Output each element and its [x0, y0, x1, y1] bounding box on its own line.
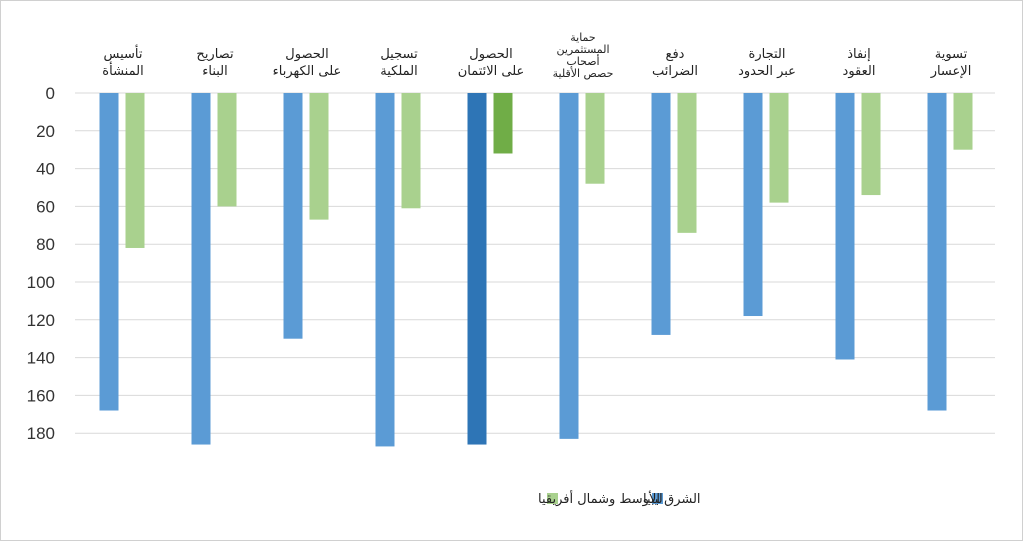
y-tick-label: 160: [27, 386, 55, 405]
bar-libya: [651, 93, 671, 335]
category-label: حصص الأقلية: [553, 66, 614, 80]
y-axis-tick-labels: 0 20 40 60 80 100 120 140 160 180: [27, 84, 55, 443]
bar-mena: [125, 93, 145, 248]
category-label: على الائتمان: [458, 64, 525, 79]
category-label: المنشأة: [102, 61, 143, 79]
category-label: المستثمرين: [556, 43, 609, 56]
category-label: حماية: [570, 31, 595, 44]
category-label: البناء: [202, 64, 228, 79]
bar-mena: [677, 93, 697, 233]
legend-swatch-libya: [652, 493, 663, 504]
y-tick-label: 80: [36, 235, 55, 254]
legend-label-mena: الشرق الأوسط وشمال أفريقيا: [538, 490, 701, 507]
bar-libya: [99, 93, 119, 411]
category-label: أصحاب: [566, 54, 599, 68]
bar-mena: [493, 93, 513, 154]
legend-label-libya: ليبيا: [643, 492, 663, 507]
bar-libya: [375, 93, 395, 447]
bar-libya: [467, 93, 487, 445]
y-tick-label: 60: [36, 197, 55, 216]
category-label: الملكية: [380, 64, 417, 79]
category-label: الحصول: [469, 47, 512, 62]
category-label: العقود: [843, 64, 876, 79]
category-label: التجارة: [749, 47, 786, 62]
category-label: على الكهرباء: [273, 64, 342, 79]
category-label: إنفاذ: [847, 47, 871, 62]
bar-libya: [191, 93, 211, 445]
bar-mena: [309, 93, 329, 220]
category-label: تصاريح: [196, 47, 234, 62]
gridlines: [75, 92, 995, 434]
bar-libya: [835, 93, 855, 360]
bar-libya: [927, 93, 947, 411]
category-label: تسجيل: [380, 47, 418, 62]
y-tick-label: 20: [36, 122, 55, 141]
y-tick-label: 120: [27, 311, 55, 330]
bar-mena: [217, 93, 237, 207]
category-label: دفع: [666, 47, 685, 62]
category-label: الحصول: [285, 47, 328, 62]
y-tick-label: 180: [27, 424, 55, 443]
legend-swatch-mena: [547, 493, 558, 504]
bar-libya: [743, 93, 763, 317]
y-tick-label: 100: [27, 273, 55, 292]
bars: [99, 93, 973, 447]
bar-libya: [283, 93, 303, 339]
category-label: الضرائب: [652, 64, 698, 79]
bar-mena: [401, 93, 421, 209]
y-tick-label: 140: [27, 349, 55, 368]
legend: ليبيا الشرق الأوسط وشمال أفريقيا: [538, 490, 701, 507]
category-label: الإعسار: [930, 64, 972, 79]
category-label: عبر الحدود: [738, 64, 796, 79]
y-tick-label: 0: [46, 84, 55, 103]
bar-mena: [585, 93, 605, 184]
bar-mena: [861, 93, 881, 196]
bar-libya: [559, 93, 579, 439]
category-labels: تسوية الإعسار إنفاذ العقود التجارة عبر الحدود…: [102, 31, 971, 80]
bar-mena: [769, 93, 789, 203]
category-label: تأسيس: [104, 44, 143, 62]
bar-mena: [953, 93, 973, 150]
y-tick-label: 40: [36, 160, 55, 179]
category-label: تسوية: [935, 47, 968, 62]
